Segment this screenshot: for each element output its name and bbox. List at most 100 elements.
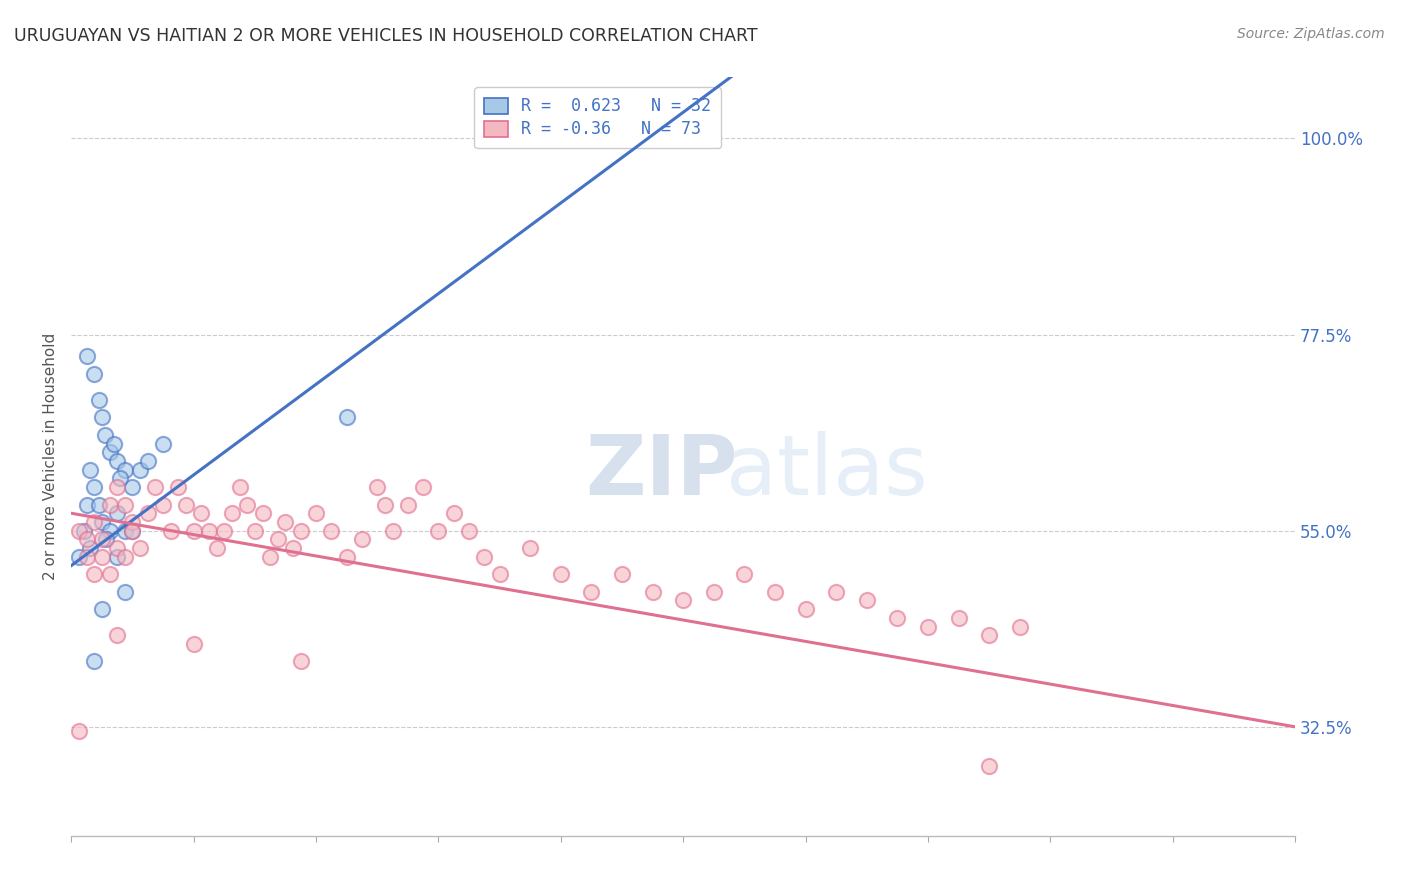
Point <box>83 567 105 582</box>
Point <box>472 549 495 564</box>
Point <box>121 515 143 529</box>
Point <box>855 593 877 607</box>
Point <box>374 498 396 512</box>
Point <box>90 515 112 529</box>
Point <box>1008 619 1031 633</box>
Point <box>917 619 939 633</box>
Point <box>83 367 105 381</box>
Point <box>703 584 725 599</box>
Point <box>90 410 112 425</box>
Point <box>121 524 143 538</box>
Point <box>136 506 159 520</box>
Point <box>733 567 755 582</box>
Point <box>550 567 572 582</box>
Point <box>105 549 128 564</box>
Point <box>76 498 98 512</box>
Point <box>90 549 112 564</box>
Point <box>886 611 908 625</box>
Point <box>274 515 297 529</box>
Point <box>98 445 121 459</box>
Point <box>114 498 136 512</box>
Point <box>458 524 481 538</box>
Point <box>977 759 1000 773</box>
Point <box>205 541 228 555</box>
Point <box>366 480 388 494</box>
Point <box>321 524 343 538</box>
Point <box>252 506 274 520</box>
Point <box>76 533 98 547</box>
Point <box>412 480 434 494</box>
Point <box>152 498 174 512</box>
Point <box>96 533 118 547</box>
Point <box>259 549 281 564</box>
Point <box>190 506 212 520</box>
Text: ZIP: ZIP <box>585 431 738 512</box>
Point <box>129 541 152 555</box>
Point <box>114 584 136 599</box>
Point <box>794 602 817 616</box>
Text: Source: ZipAtlas.com: Source: ZipAtlas.com <box>1237 27 1385 41</box>
Point <box>174 498 197 512</box>
Point <box>94 427 117 442</box>
Point <box>121 480 143 494</box>
Point <box>381 524 404 538</box>
Point <box>183 637 205 651</box>
Point <box>114 524 136 538</box>
Point <box>825 584 848 599</box>
Point <box>183 524 205 538</box>
Point <box>98 524 121 538</box>
Point <box>114 463 136 477</box>
Point <box>236 498 259 512</box>
Point <box>488 567 510 582</box>
Point <box>336 410 359 425</box>
Point <box>267 533 290 547</box>
Point <box>243 524 266 538</box>
Point <box>350 533 373 547</box>
Point <box>90 602 112 616</box>
Point <box>129 463 152 477</box>
Point <box>110 471 132 485</box>
Y-axis label: 2 or more Vehicles in Household: 2 or more Vehicles in Household <box>44 333 58 580</box>
Point <box>214 524 236 538</box>
Point <box>221 506 243 520</box>
Point <box>581 584 603 599</box>
Point <box>98 498 121 512</box>
Point <box>281 541 304 555</box>
Point <box>87 392 110 407</box>
Point <box>90 533 112 547</box>
Point <box>105 506 128 520</box>
Point <box>79 463 101 477</box>
Point <box>519 541 541 555</box>
Point <box>98 567 121 582</box>
Point <box>145 480 167 494</box>
Point <box>167 480 190 494</box>
Point <box>103 436 125 450</box>
Point <box>152 436 174 450</box>
Point <box>443 506 465 520</box>
Legend: R =  0.623   N = 32, R = -0.36   N = 73: R = 0.623 N = 32, R = -0.36 N = 73 <box>474 87 721 148</box>
Point <box>67 524 90 538</box>
Point <box>336 549 359 564</box>
Point <box>159 524 181 538</box>
Point <box>610 567 633 582</box>
Point <box>83 515 105 529</box>
Point <box>290 655 312 669</box>
Point <box>396 498 419 512</box>
Point <box>290 524 312 538</box>
Point <box>198 524 221 538</box>
Point <box>67 724 90 739</box>
Point <box>105 480 128 494</box>
Text: atlas: atlas <box>725 431 928 512</box>
Point <box>121 524 143 538</box>
Point <box>87 498 110 512</box>
Point <box>72 524 94 538</box>
Point <box>427 524 450 538</box>
Point <box>105 454 128 468</box>
Point <box>672 593 695 607</box>
Point <box>79 541 101 555</box>
Point <box>76 350 98 364</box>
Point <box>305 506 328 520</box>
Point <box>641 584 664 599</box>
Point <box>105 628 128 642</box>
Point <box>977 628 1000 642</box>
